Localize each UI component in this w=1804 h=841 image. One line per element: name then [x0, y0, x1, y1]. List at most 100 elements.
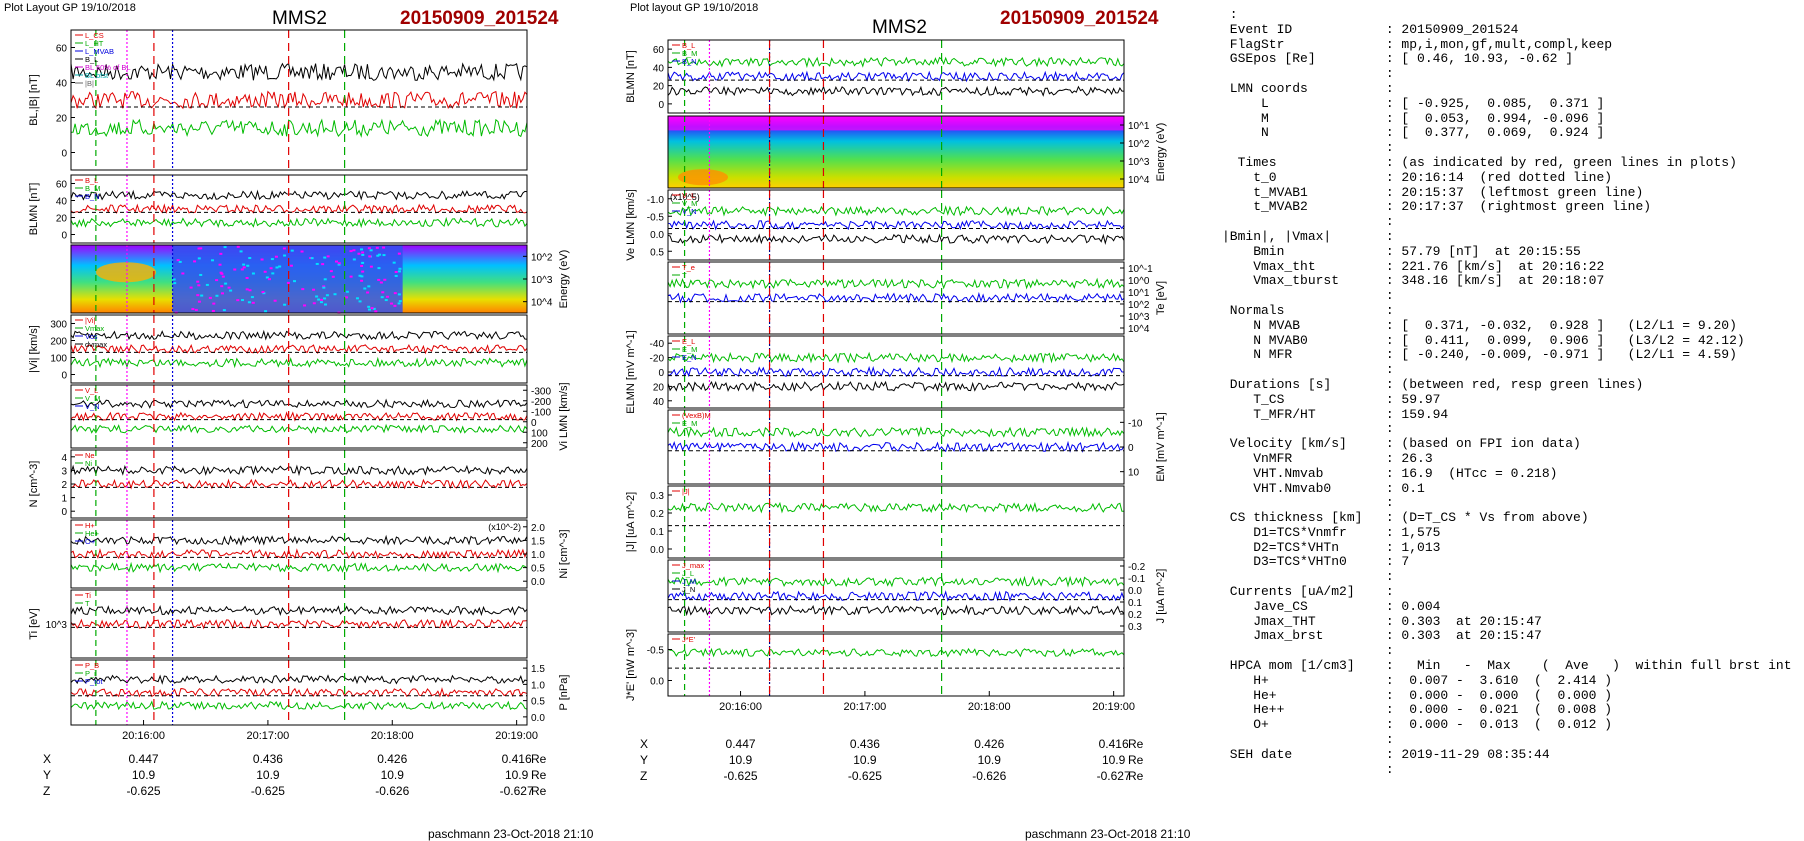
- left-spectro-speckle: [227, 286, 231, 289]
- left-spectro-speckle: [382, 246, 386, 249]
- coord-value: 0.447: [128, 752, 159, 766]
- right-time-tick-label: 20:17:00: [843, 701, 886, 713]
- right-trace: [667, 70, 1125, 83]
- left-spectro-speckle: [322, 285, 326, 288]
- left-spectro-speckle: [301, 288, 305, 291]
- right-trace: [667, 205, 1125, 217]
- left-spectro-speckle: [337, 262, 341, 265]
- right-ytick-label: -0.1: [1128, 574, 1146, 585]
- left-spectro-speckle: [393, 304, 397, 307]
- left-spectro-speckle: [381, 291, 385, 294]
- left-spectro-speckle: [200, 294, 204, 297]
- coord-value: 0.436: [252, 752, 283, 766]
- right-ytick-label: 10^2: [1128, 300, 1150, 311]
- left-spectro-speckle: [372, 307, 376, 310]
- info-line: LMN coords :: [1229, 80, 1394, 96]
- info-line: :: [1385, 643, 1394, 659]
- left-spectro-speckle: [251, 272, 255, 275]
- coord-row-label: X: [43, 752, 52, 766]
- left-spectro-speckle: [246, 264, 250, 267]
- coord-value: -0.626: [375, 784, 410, 798]
- left-spectro-speckle: [248, 257, 252, 260]
- right-panel-7: 0.30.20.10.0-0.1-0.2J [uA m^-2]J_maxJ_LJ…: [667, 559, 1167, 633]
- right-panel-frame: [667, 485, 1125, 559]
- left-ylabel: BLMN [nT]: [28, 183, 40, 236]
- left-spectro-speckle: [193, 260, 197, 263]
- info-line: D1=TCS*Vnmfr : 1,575: [1253, 524, 1441, 540]
- info-line: t_MVAB2 : 20:17:37 (rightmost green line…: [1253, 199, 1652, 215]
- left-spectro-speckle: [267, 278, 271, 281]
- right-ytick-label: 20: [653, 82, 665, 93]
- left-spectro-speckle: [360, 279, 364, 282]
- left-spectro-speckle: [286, 281, 290, 284]
- right-trace: [667, 575, 1125, 588]
- right-panel-frame: [667, 39, 1125, 114]
- coord-value: 10.9: [380, 768, 404, 782]
- left-spectro-speckle: [394, 270, 398, 273]
- right-panel-6: 0.0 0.1 0.2 0.3 |J| [uA m^-2] |J|: [625, 485, 1125, 559]
- right-spectro-top: [668, 116, 1124, 131]
- info-line: :: [1385, 66, 1394, 82]
- left-trace: [70, 687, 528, 698]
- left-ytick-label: 1.0: [531, 550, 545, 561]
- left-ytick-label: 20: [56, 214, 68, 225]
- left-time-tick-label: 20:18:00: [371, 730, 414, 742]
- left-legend-label: P_B: [85, 661, 99, 670]
- left-trace: [70, 464, 528, 477]
- left-spectro-speckle: [352, 249, 356, 252]
- left-time-tick-label: 20:17:00: [246, 730, 289, 742]
- left-spectro-speckle: [212, 302, 216, 305]
- left-trace: [70, 604, 528, 617]
- left-panel-frame: [70, 589, 528, 659]
- info-line: O+ : 0.000 - 0.013 ( 0.012 ): [1253, 717, 1613, 733]
- left-ytick-label: 2.0: [531, 523, 545, 534]
- right-spacecraft-title: MMS2: [872, 17, 927, 38]
- right-legend-label: E_L: [682, 337, 695, 346]
- info-line: VHT.Nmvab0 : 0.1: [1253, 480, 1425, 496]
- left-spectro-speckle: [331, 275, 335, 278]
- left-spectro-speckle: [321, 263, 325, 266]
- right-ytick-label: 0.0: [650, 230, 664, 241]
- left-spectro-speckle: [210, 259, 214, 262]
- left-spectro-speckle: [242, 263, 246, 266]
- left-spectro-speckle: [312, 302, 316, 305]
- coord-value: 0.426: [377, 752, 408, 766]
- right-ytick-label: 10^4: [1128, 175, 1150, 186]
- left-legend-label: B_N: [85, 192, 100, 201]
- info-line: :: [1229, 7, 1238, 22]
- coord-value: 10.9: [131, 768, 156, 782]
- left-spectro-speckle: [358, 274, 362, 277]
- right-ytick-label: 10: [1128, 468, 1140, 479]
- left-spectro-speckle: [319, 301, 323, 304]
- left-spectro-speckle: [323, 256, 327, 259]
- left-spectrogram-lowdensity: [172, 245, 403, 313]
- left-spectro-speckle: [197, 257, 201, 260]
- left-spectro-speckle: [320, 298, 324, 301]
- left-legend-label: dvmax: [85, 340, 107, 349]
- left-spectro-speckle: [325, 294, 329, 297]
- left-spectro-speckle: [220, 272, 224, 275]
- left-spectro-speckle: [245, 288, 249, 291]
- right-panel-frame: [667, 115, 1125, 189]
- left-spectro-speckle: [366, 291, 370, 294]
- left-panel-6: 0.0 0.5 1.0 1.5 2.0 Ni [cm^-3] (x10^-2) H+He+O+: [70, 519, 570, 589]
- left-spectro-speckle: [360, 248, 364, 251]
- right-panel-1: 10^4 10^3 10^2 10^1 Energy (eV): [667, 115, 1167, 189]
- left-legend-label: V_L: [85, 386, 98, 395]
- left-spectro-speckle: [218, 263, 222, 266]
- coord-value: -0.626: [972, 769, 1007, 783]
- right-ytick-label: 10^-1: [1128, 264, 1153, 275]
- coord-value: -0.627: [1096, 769, 1131, 783]
- left-spectro-speckle: [370, 307, 374, 310]
- right-scale-label: (x10^5): [670, 192, 700, 202]
- right-ylabel: ELMN [mV m^-1]: [625, 330, 637, 413]
- coord-unit: Re: [531, 752, 547, 766]
- left-ytick-label: 10^3: [46, 620, 68, 631]
- left-scale-label: (x10^-2): [488, 522, 521, 532]
- coord-value: 0.436: [849, 737, 880, 751]
- right-panel-8: 0.0 -0.5 J*E' [nW m^-3] J*E': [625, 629, 1125, 701]
- right-time-tick-label: 20:16:00: [719, 701, 762, 713]
- left-spectro-speckle: [275, 266, 279, 269]
- left-spectro-speckle: [219, 271, 223, 274]
